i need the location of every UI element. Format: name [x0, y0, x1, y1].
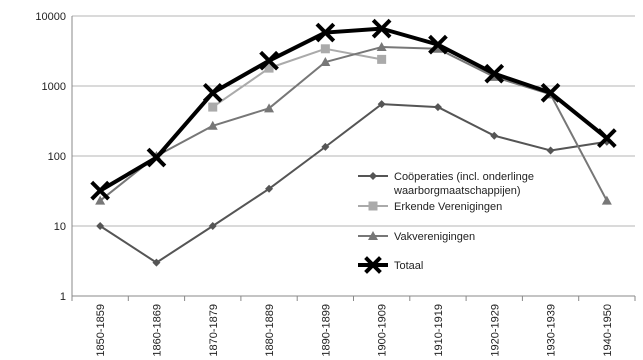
- x-marker: [202, 82, 223, 103]
- y-tick-labels: 1 10 100 1000 10000: [35, 11, 66, 303]
- x-tick-label: 1910-1919: [433, 304, 445, 357]
- y-tick-label: 10000: [35, 11, 66, 23]
- legend-label: Vakverenigingen: [394, 231, 475, 243]
- x-tick-label: 1850-1859: [95, 304, 107, 357]
- axes: [71, 16, 636, 301]
- triangle-marker: [601, 195, 612, 205]
- legend-entry: Vakverenigingen: [358, 231, 475, 243]
- x-tick-label: 1940-1950: [602, 304, 614, 357]
- diamond-marker: [96, 222, 105, 230]
- square-marker: [377, 54, 387, 64]
- x-marker: [146, 147, 167, 168]
- series-line: [99, 26, 609, 193]
- triangle-marker: [368, 231, 378, 240]
- square-marker: [264, 63, 274, 73]
- diamond-marker: [265, 184, 274, 193]
- x-tick-label: 1860-1869: [151, 304, 163, 357]
- x-marker: [364, 256, 382, 274]
- x-tick-label: 1880-1889: [264, 304, 276, 357]
- x-tick-label: 1870-1879: [208, 304, 220, 357]
- triangle-marker: [376, 42, 387, 52]
- square-marker: [368, 201, 378, 211]
- x-marker: [597, 128, 617, 148]
- x-tick-label: 1920-1929: [489, 304, 501, 357]
- diamond-marker: [377, 100, 386, 109]
- x-tick-label: 1900-1909: [377, 304, 389, 357]
- diamond-marker: [546, 146, 555, 155]
- x-marker: [259, 50, 279, 71]
- triangle-marker: [264, 103, 275, 113]
- x-marker: [315, 22, 336, 43]
- diamond-marker: [208, 222, 217, 230]
- legend-label: Coöperaties (incl. onderlinge: [394, 171, 534, 183]
- triangle-marker: [95, 195, 106, 205]
- x-marker: [90, 180, 110, 201]
- legend-entry: Coöperaties (incl. onderlinge waarborgmaa…: [358, 171, 534, 197]
- square-marker: [320, 44, 330, 54]
- legend-entry: Erkende Verenigingen: [358, 201, 502, 213]
- y-tick-label: 1000: [42, 81, 66, 93]
- series-line: [99, 46, 608, 202]
- triangle-marker: [320, 57, 331, 67]
- legend-entry: Totaal: [358, 256, 423, 274]
- x-marker: [540, 82, 561, 103]
- series-0: [96, 100, 611, 267]
- x-tick-label: 1890-1899: [320, 304, 332, 357]
- triangle-marker: [432, 43, 443, 53]
- x-marker: [484, 63, 505, 84]
- diamond-marker: [321, 142, 330, 151]
- y-tick-label: 100: [48, 151, 66, 163]
- series-3: [90, 18, 617, 201]
- x-tick-label: 1930-1939: [546, 304, 558, 357]
- legend-label: waarborgmaatschappijen): [393, 185, 521, 197]
- grid-lines: [72, 15, 635, 227]
- diamond-marker: [369, 172, 377, 180]
- series-lines: [90, 18, 617, 267]
- diamond-marker: [152, 258, 161, 267]
- triangle-marker: [207, 120, 218, 130]
- square-marker: [208, 102, 218, 112]
- diamond-marker: [490, 131, 499, 140]
- diamond-marker: [433, 103, 442, 112]
- legend: Coöperaties (incl. onderlinge waarborgmaa…: [358, 171, 534, 274]
- legend-label: Erkende Verenigingen: [394, 201, 502, 213]
- series-line: [99, 103, 608, 264]
- x-marker: [371, 18, 392, 39]
- y-tick-label: 1: [60, 291, 66, 303]
- x-tick-labels: 1850-1859 1860-1869 1870-1879 1880-1889 1890…: [95, 304, 614, 357]
- series-2: [95, 42, 612, 205]
- legend-label: Totaal: [394, 260, 423, 272]
- y-tick-label: 10: [54, 221, 66, 233]
- x-marker: [428, 34, 448, 55]
